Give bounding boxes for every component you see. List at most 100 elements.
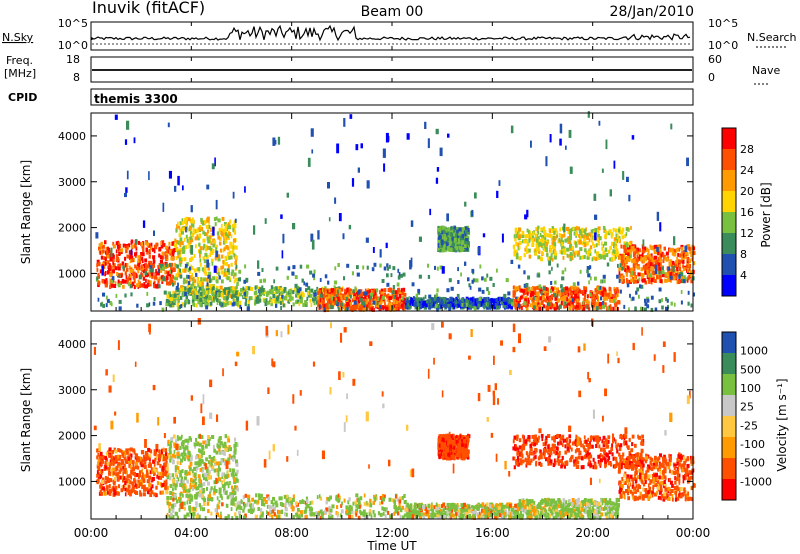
heatmap-cell — [568, 306, 572, 311]
heatmap-cell — [117, 491, 120, 496]
heatmap-cell — [269, 296, 272, 301]
heatmap-cell — [224, 255, 228, 260]
heatmap-cell — [464, 247, 466, 252]
heatmap-cell — [97, 272, 100, 277]
heatmap-cell — [177, 306, 180, 311]
heatmap-cell — [442, 297, 446, 302]
heatmap-cell — [119, 281, 122, 285]
heatmap-cell — [495, 297, 498, 302]
heatmap-cell — [167, 291, 171, 296]
heatmap-cell — [152, 301, 156, 306]
heatmap-cell — [539, 296, 542, 301]
heatmap-cell — [121, 485, 124, 490]
heatmap-cell — [110, 457, 114, 462]
heatmap-cell — [179, 253, 182, 258]
heatmap-cell — [383, 163, 386, 172]
heatmap-cell — [125, 249, 128, 254]
heatmap-cell — [355, 305, 358, 310]
heatmap-cell — [357, 306, 360, 311]
heatmap-cell — [479, 264, 482, 269]
heatmap-cell — [110, 279, 114, 284]
heatmap-cell — [399, 305, 402, 309]
heatmap-cell — [624, 245, 626, 250]
heatmap-cell — [138, 470, 142, 475]
heatmap-cell — [349, 306, 353, 311]
heatmap-cell — [681, 278, 685, 283]
heatmap-cell — [336, 143, 340, 154]
heatmap-cell — [582, 301, 585, 305]
heatmap-cell — [644, 307, 647, 312]
heatmap-cell — [117, 454, 120, 459]
heatmap-cell — [335, 297, 338, 302]
heatmap-cell — [162, 266, 165, 271]
heatmap-cell — [149, 246, 153, 251]
heatmap-cell — [100, 479, 104, 484]
heatmap-cell — [213, 490, 216, 495]
heatmap-cell — [255, 296, 259, 301]
heatmap-cell — [197, 300, 201, 305]
heatmap-cell — [153, 244, 156, 249]
heatmap-cell — [147, 447, 151, 452]
heatmap-cell — [596, 237, 600, 242]
heatmap-cell — [550, 236, 553, 241]
heatmap-cell — [105, 485, 109, 490]
heatmap-cell — [176, 303, 180, 307]
heatmap-cell — [112, 260, 114, 265]
heatmap-cell — [569, 287, 572, 292]
heatmap-cell — [661, 305, 664, 310]
heatmap-cell — [187, 281, 191, 286]
heatmap-cell — [538, 247, 540, 252]
heatmap-cell — [614, 245, 618, 250]
heatmap-cell — [666, 298, 669, 303]
heatmap-cell — [243, 279, 246, 284]
heatmap-cell — [457, 231, 461, 236]
heatmap-cell — [196, 486, 200, 491]
heatmap-cell — [163, 290, 167, 295]
heatmap-cell — [615, 294, 617, 299]
heatmap-cell — [334, 288, 336, 293]
heatmap-cell — [533, 286, 537, 291]
heatmap-cell — [270, 285, 274, 290]
heatmap-cell — [194, 461, 198, 466]
heatmap-cell — [581, 305, 583, 310]
heatmap-cell — [257, 299, 260, 304]
heatmap-cell — [131, 485, 135, 490]
heatmap-cell — [634, 279, 638, 284]
heatmap-cell — [148, 469, 150, 474]
heatmap-cell — [545, 244, 548, 249]
heatmap-cell — [549, 248, 553, 253]
heatmap-cell — [228, 255, 231, 260]
heatmap-cell — [648, 249, 650, 253]
heatmap-cell — [389, 264, 391, 269]
heatmap-cell — [470, 304, 472, 309]
heatmap-cell — [595, 302, 599, 307]
heatmap-cell — [184, 291, 188, 296]
heatmap-cell — [635, 290, 638, 295]
heatmap-cell — [108, 263, 111, 268]
heatmap-cell — [626, 227, 630, 232]
heatmap-cell — [528, 238, 531, 243]
heatmap-cell — [427, 274, 431, 279]
heatmap-cell — [206, 280, 209, 285]
heatmap-cell — [661, 298, 663, 303]
heatmap-cell — [553, 230, 556, 235]
heatmap-cell — [296, 291, 299, 296]
heatmap-cell — [189, 453, 192, 458]
colorbar-tick-label: 4 — [740, 269, 747, 282]
heatmap-cell — [550, 234, 553, 238]
heatmap-cell — [670, 301, 673, 306]
heatmap-cell — [558, 304, 562, 309]
heatmap-cell — [371, 267, 375, 272]
heatmap-cell — [525, 239, 528, 244]
heatmap-cell — [159, 266, 162, 271]
heatmap-cell — [126, 474, 129, 479]
heatmap-cell — [275, 303, 278, 308]
heatmap-cell — [178, 305, 181, 309]
heatmap-cell — [584, 248, 587, 253]
heatmap-cell — [230, 262, 233, 267]
heatmap-cell — [165, 490, 169, 495]
heatmap-cell — [129, 269, 133, 273]
heatmap-cell — [172, 487, 174, 492]
heatmap-cell — [385, 242, 388, 249]
heatmap-cell — [449, 242, 451, 247]
